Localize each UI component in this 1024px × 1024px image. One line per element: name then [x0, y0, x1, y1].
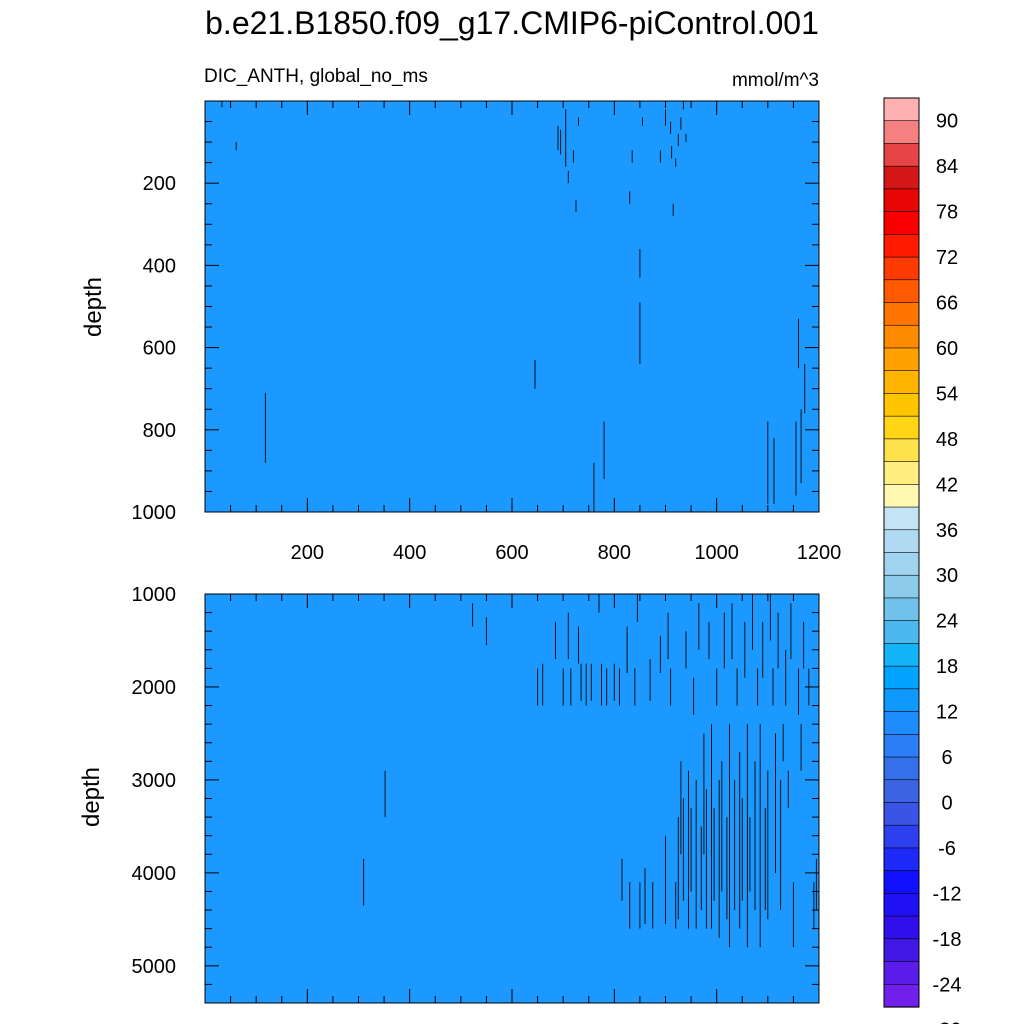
- colorbar-box-7: [883, 256, 920, 281]
- colorbar-label: 0: [941, 793, 952, 815]
- colorbar-label: -30: [933, 1020, 962, 1024]
- lower-ticks: [204, 593, 820, 1004]
- upper-x-tick-labels: 200 400 600 800 1000 1200: [291, 542, 842, 564]
- upper-ylabel: depth: [80, 277, 107, 337]
- upper-xtick-label: 800: [598, 542, 631, 564]
- colorbar-label: -24: [933, 974, 962, 996]
- colorbar-box-21: [883, 574, 920, 599]
- lower-ytick-label: 5000: [132, 956, 177, 978]
- colorbar-box-20: [883, 552, 920, 576]
- colorbar-label: -18: [933, 929, 962, 951]
- colorbar-label: -12: [933, 883, 962, 905]
- upper-contour-lines: [221, 101, 806, 512]
- colorbar-box-14: [883, 415, 920, 440]
- upper-xtick-label: 200: [291, 542, 324, 564]
- colorbar-label: -6: [938, 838, 956, 860]
- lower-ytick-label: 3000: [132, 770, 177, 792]
- upper-y-tick-labels: 200 400 600 800 1000: [132, 173, 177, 524]
- colorbar-label: 6: [941, 747, 952, 769]
- colorbar-label: 36: [936, 520, 958, 542]
- variable-label: DIC_ANTH, global_no_ms: [204, 66, 428, 87]
- upper-ytick-label: 600: [143, 338, 176, 360]
- upper-panel: 200 400 600 800 1000 200 400 600 800 1000 1200 de…: [80, 100, 842, 564]
- colorbar-box-16: [883, 461, 920, 485]
- colorbar-frame: [883, 97, 920, 1008]
- colorbar-label: 66: [936, 293, 958, 315]
- colorbar-box-33: [883, 847, 920, 872]
- upper-xtick-label: 1200: [797, 542, 842, 564]
- lower-y-tick-labels: 1000 2000 3000 4000 5000: [132, 584, 177, 978]
- colorbar-box-11: [883, 347, 920, 372]
- colorbar-box-29: [883, 756, 920, 781]
- colorbar-box-31: [883, 802, 920, 826]
- colorbar-label: 60: [936, 338, 958, 360]
- lower-panel: 1000 2000 3000 4000 5000 depth: [78, 584, 820, 1004]
- colorbar-box-2: [883, 143, 920, 167]
- colorbar-box-12: [883, 370, 920, 395]
- colorbar-box-34: [883, 870, 920, 894]
- colorbar-box-27: [883, 711, 920, 735]
- colorbar-box-28: [883, 733, 920, 758]
- colorbar-label: 54: [936, 383, 958, 405]
- colorbar-box-8: [883, 279, 920, 304]
- colorbar-label: 48: [936, 429, 958, 451]
- colorbar-box-6: [883, 234, 920, 258]
- colorbar-label: 84: [936, 156, 958, 178]
- upper-ytick-label: 1000: [132, 502, 177, 524]
- colorbar-box-39: [883, 983, 920, 1008]
- colorbar-box-23: [883, 620, 920, 645]
- colorbar-labels: 908478726660544842363024181260-6-12-18-2…: [933, 111, 962, 1024]
- colorbar-label: 78: [936, 202, 958, 224]
- lower-field: [205, 594, 819, 1003]
- colorbar-box-25: [883, 665, 920, 690]
- colorbar-box-30: [883, 779, 920, 804]
- colorbar-label: 24: [936, 611, 958, 633]
- upper-field: [205, 101, 819, 512]
- lower-contour-lines: [363, 594, 817, 948]
- lower-ylabel: depth: [78, 767, 105, 827]
- colorbar-box-37: [883, 938, 920, 963]
- chart-title: b.e21.B1850.f09_g17.CMIP6-piControl.001: [205, 5, 819, 41]
- upper-xtick-label: 400: [393, 542, 426, 564]
- upper-ytick-label: 400: [143, 255, 176, 277]
- colorbar-box-3: [883, 165, 920, 190]
- lower-ytick-label: 2000: [132, 677, 177, 699]
- colorbar-box-26: [883, 688, 920, 713]
- colorbar-label: 12: [936, 702, 958, 724]
- colorbar-boxes: [883, 97, 920, 1008]
- colorbar-box-13: [883, 393, 920, 417]
- colorbar-box-9: [883, 302, 920, 326]
- upper-ticks: [204, 101, 820, 513]
- lower-ytick-label: 4000: [132, 863, 177, 885]
- colorbar-box-35: [883, 893, 920, 917]
- colorbar: 908478726660544842363024181260-6-12-18-2…: [883, 97, 962, 1024]
- colorbar-label: 30: [936, 565, 958, 587]
- colorbar-box-4: [883, 188, 920, 213]
- colorbar-box-5: [883, 211, 920, 235]
- colorbar-box-18: [883, 506, 920, 531]
- colorbar-box-24: [883, 643, 920, 667]
- units-label: mmol/m^3: [732, 70, 819, 91]
- colorbar-box-38: [883, 961, 920, 985]
- colorbar-box-1: [883, 120, 920, 145]
- colorbar-label: 90: [936, 111, 958, 133]
- colorbar-label: 18: [936, 656, 958, 678]
- colorbar-box-0: [883, 97, 920, 122]
- lower-ytick-label: 1000: [132, 584, 177, 606]
- upper-xtick-label: 1000: [694, 542, 739, 564]
- upper-ytick-label: 200: [143, 173, 176, 195]
- upper-xtick-label: 600: [495, 542, 528, 564]
- colorbar-box-10: [883, 324, 920, 349]
- colorbar-box-17: [883, 484, 920, 508]
- colorbar-box-32: [883, 824, 920, 849]
- colorbar-box-36: [883, 915, 920, 940]
- colorbar-label: 42: [936, 474, 958, 496]
- colorbar-box-22: [883, 597, 920, 622]
- upper-ytick-label: 800: [143, 420, 176, 442]
- colorbar-box-15: [883, 438, 920, 463]
- colorbar-box-19: [883, 529, 920, 554]
- colorbar-label: 72: [936, 247, 958, 269]
